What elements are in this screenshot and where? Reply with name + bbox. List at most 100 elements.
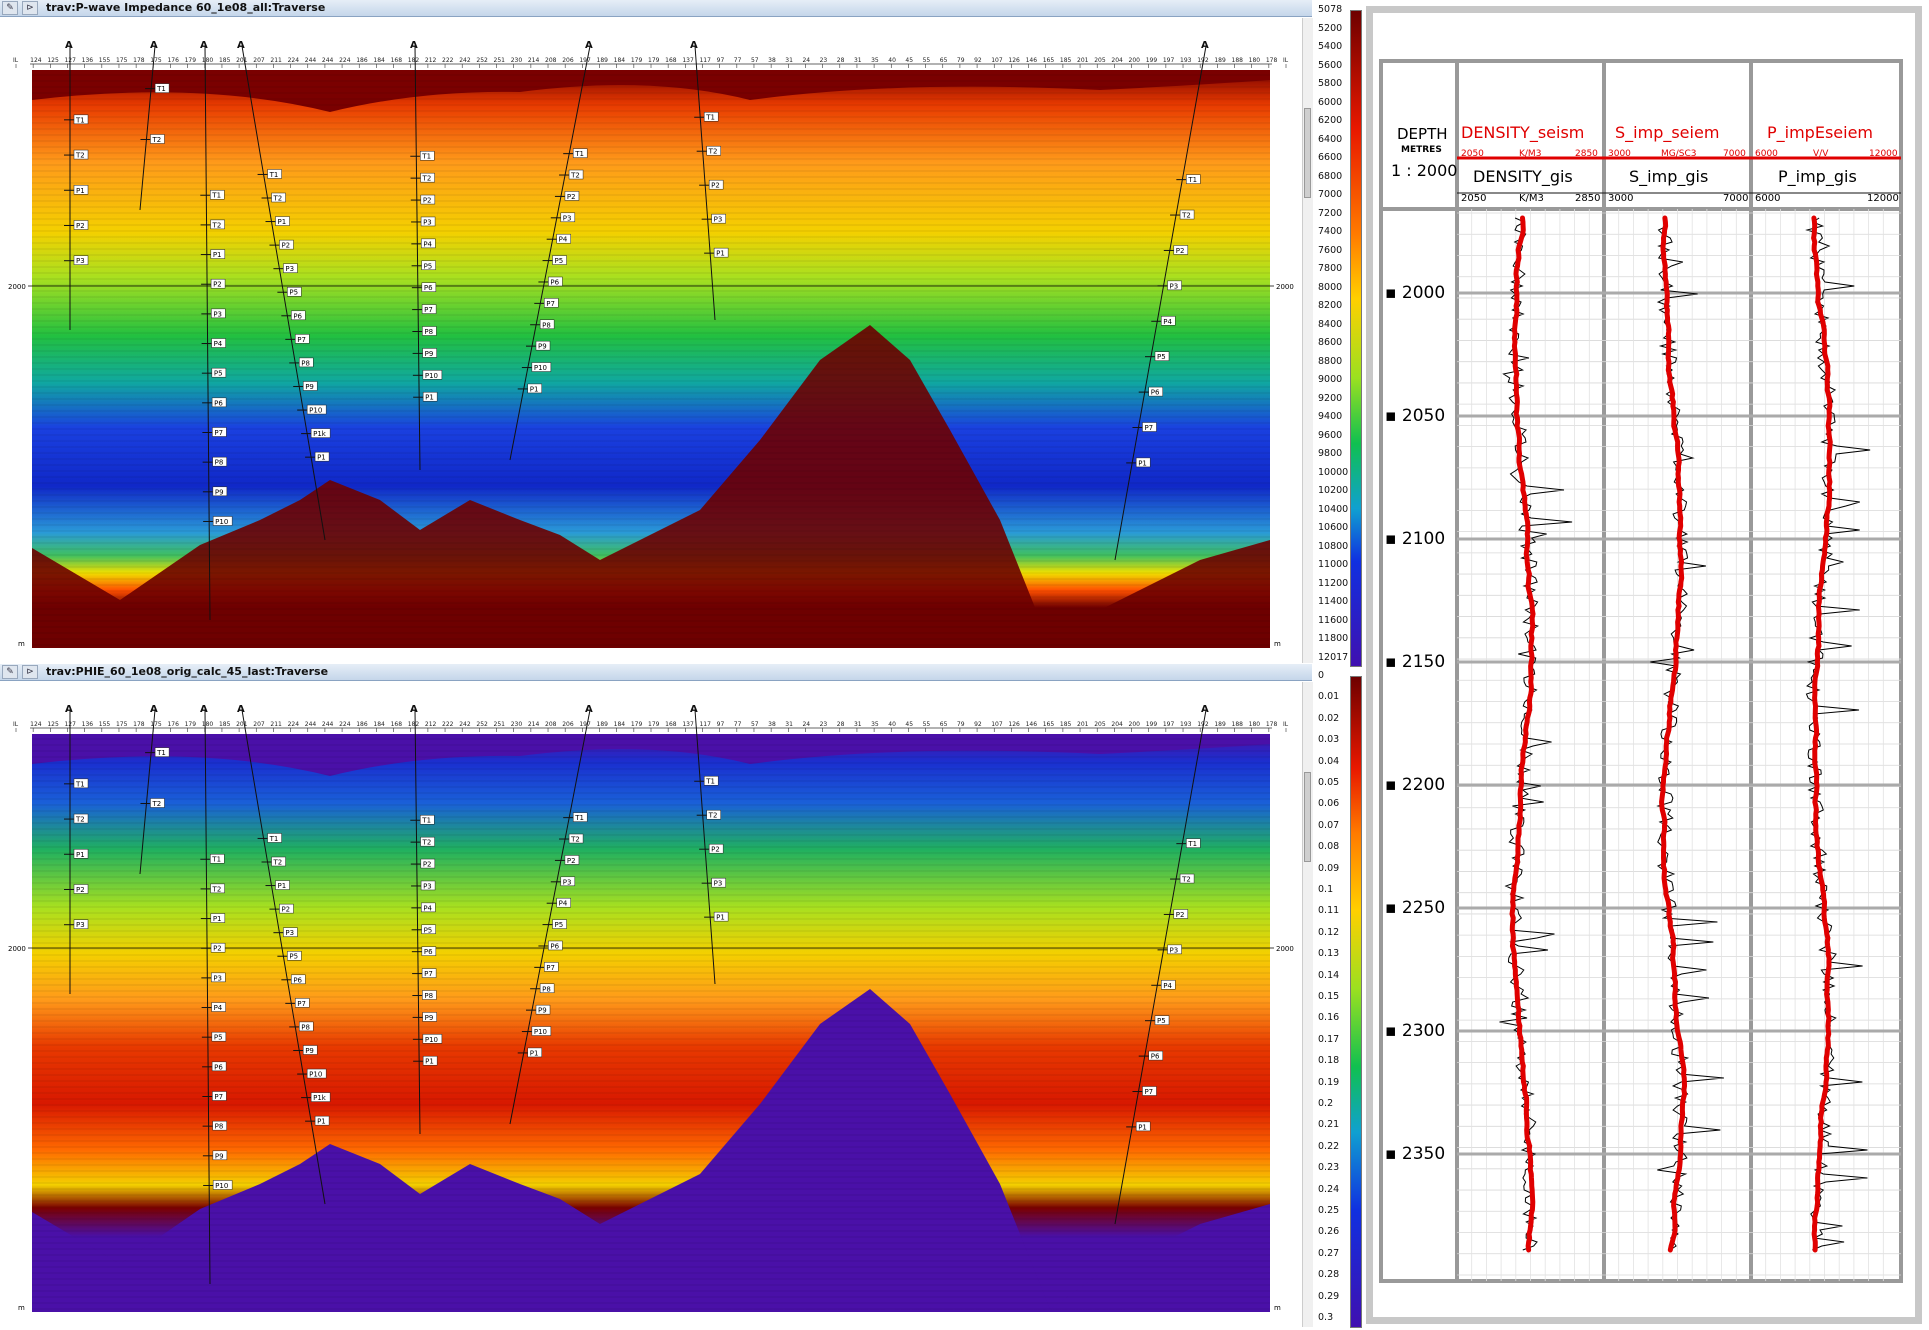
well-marker-label: P8 <box>215 459 224 467</box>
x-tick-label: 180 <box>202 721 214 728</box>
well-marker-label: T1 <box>211 856 221 864</box>
tool-icon[interactable]: ✎ <box>2 1 18 15</box>
well-marker-label: P2 <box>1176 247 1185 255</box>
x-tick-label: 125 <box>47 721 59 728</box>
colorbar-tick-label: 0.22 <box>1318 1140 1340 1152</box>
x-tick-label: 189 <box>1214 721 1226 728</box>
scrollbar-pane1[interactable] <box>1302 18 1313 663</box>
pin-icon[interactable]: ⊳ <box>22 1 38 15</box>
x-tick-label: 126 <box>1008 57 1020 64</box>
well-marker-label: P3 <box>285 265 294 273</box>
x-tick-label: 200 <box>1129 721 1141 728</box>
colorbar-tick-label: 7800 <box>1318 263 1343 275</box>
colorbar-tick-label: 6400 <box>1318 133 1343 145</box>
well-marker-label: T2 <box>708 812 718 820</box>
colorbar-tick-label: 10600 <box>1318 522 1349 534</box>
colorbar-gradient[interactable] <box>1350 676 1362 1328</box>
well-marker-label: P1 <box>716 250 725 258</box>
colorbar-tick-label: 0.16 <box>1318 1012 1340 1024</box>
scrollbar-pane2[interactable] <box>1302 682 1313 1327</box>
colorbar-tick-label: 8000 <box>1318 281 1343 293</box>
x-tick-label: 199 <box>1146 57 1158 64</box>
x-tick-label: 23 <box>820 721 828 728</box>
depth-label-right: 2000 <box>1276 945 1294 953</box>
x-tick-label: 244 <box>322 57 334 64</box>
x-tick-label: 230 <box>511 57 523 64</box>
x-tick-label: 155 <box>99 721 111 728</box>
well-marker-label: P1 <box>425 1058 434 1066</box>
x-tick-label: 124 <box>30 57 42 64</box>
well-marker-label: T1 <box>421 817 431 825</box>
pin-icon[interactable]: ⊳ <box>22 665 38 679</box>
well-marker-label: T2 <box>1181 212 1191 220</box>
well-marker-label: T1 <box>211 192 221 200</box>
x-tick-label: 251 <box>494 57 506 64</box>
x-tick-label: 205 <box>1094 721 1106 728</box>
track-seism-max: 12000 <box>1869 149 1898 159</box>
x-tick-label: 79 <box>957 721 965 728</box>
x-tick-label: 176 <box>167 721 179 728</box>
colorbar-tick-label: 5400 <box>1318 41 1343 53</box>
seismic-section-phie[interactable]: IL 124 125 127 136 155 175 178 175 176 179 180 185 20… <box>0 664 1312 1330</box>
colorbar-tick-label: 11400 <box>1318 596 1349 608</box>
x-tick-label: 204 <box>1111 721 1123 728</box>
well-trajectories <box>69 45 1207 621</box>
track-seism-name: P_impEseiem <box>1767 123 1873 142</box>
well-marker-label: P4 <box>423 904 432 912</box>
pane-title: trav:PHIE_60_1e08_orig_calc_45_last:Trav… <box>46 665 329 678</box>
well-marker-label: P1 <box>317 1118 326 1126</box>
well-marker-label: P8 <box>542 985 551 993</box>
well-marker-label: T2 <box>273 859 283 867</box>
x-tick-label: 251 <box>494 721 506 728</box>
well-marker-label: P6 <box>214 399 223 407</box>
x-tick-label: 197 <box>1163 57 1175 64</box>
well-marker-label: P2 <box>567 193 576 201</box>
x-tick-label: 77 <box>734 57 742 64</box>
colorbar-gradient[interactable] <box>1350 10 1362 667</box>
colorbar-tick-label: 0.11 <box>1318 905 1340 917</box>
x-tick-label: 180 <box>1249 57 1261 64</box>
svg-text:A: A <box>690 704 698 715</box>
well-marker-label: T2 <box>212 221 222 229</box>
well-marker-label: P2 <box>76 222 85 230</box>
well-marker-label: P10 <box>534 1028 547 1036</box>
well-marker-label: P1 <box>1138 459 1147 467</box>
svg-text:A: A <box>410 40 418 51</box>
well-log-plot[interactable] <box>1373 13 1915 1317</box>
well-marker-label: P2 <box>281 242 290 250</box>
x-tick-label: 97 <box>717 721 725 728</box>
x-tick-label: 28 <box>837 57 845 64</box>
well-log-panel: DEPTH METRES 1 : 2000 DENSITY_seism 2050… <box>1366 6 1922 1324</box>
svg-text:A: A <box>65 704 73 715</box>
depth-unit: METRES <box>1401 145 1442 155</box>
track-seism-min: 2050 <box>1461 149 1484 159</box>
x-tick-label: 38 <box>768 57 776 64</box>
x-tick-label: 197 <box>1163 721 1175 728</box>
well-markers-pane2: T1 T2 P1 P2 P3 T1 T2 T1 T2 P1 P2 P3 P4 P5 P6 P7 P8 P9 P10 T… <box>64 747 1201 1190</box>
x-tick-label: 242 <box>459 57 471 64</box>
colorbar-tick-label: 0.12 <box>1318 926 1340 938</box>
x-tick-label: 185 <box>1060 57 1072 64</box>
well-marker-label: T2 <box>151 800 161 808</box>
well-marker-label: P1 <box>425 394 434 402</box>
colorbar-tick-label: 6000 <box>1318 96 1343 108</box>
well-marker-label: P1 <box>317 454 326 462</box>
colorbar-tick-label: 10200 <box>1318 485 1349 497</box>
well-marker-label: P1 <box>530 1049 539 1057</box>
svg-text:A: A <box>410 704 418 715</box>
colorbar-tick-label: 0 <box>1318 670 1325 681</box>
colorbar-tick-label: 9800 <box>1318 448 1343 460</box>
track-seism-max: 7000 <box>1723 149 1746 159</box>
well-marker-label: P8 <box>542 321 551 329</box>
x-tick-label: 193 <box>1180 721 1192 728</box>
colorbar-tick-label: 5600 <box>1318 59 1343 71</box>
well-marker-label: P8 <box>301 1023 310 1031</box>
well-marker-label: P3 <box>563 878 572 886</box>
x-tick-label: 38 <box>768 721 776 728</box>
well-marker-label: P7 <box>1144 1088 1153 1096</box>
tool-icon[interactable]: ✎ <box>2 665 18 679</box>
seismic-section-impedance[interactable]: IL 124 125 127 136 155 175 178 175 176 179 180 185 20… <box>0 0 1312 668</box>
depth-tick-label: ▪ 2350 <box>1385 1144 1446 1164</box>
